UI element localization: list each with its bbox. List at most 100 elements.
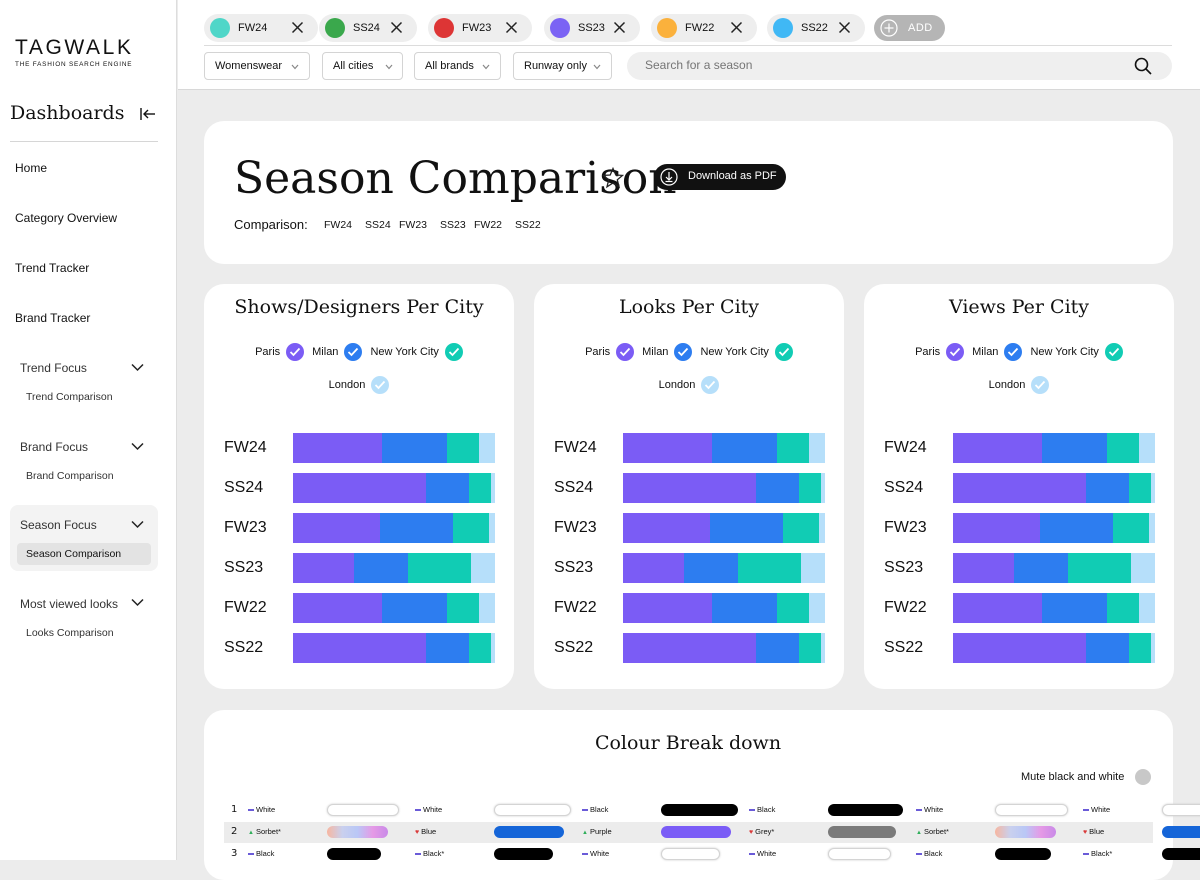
- mute-black-white-toggle[interactable]: [1135, 769, 1151, 785]
- close-icon[interactable]: [730, 21, 743, 34]
- bar-segment-london[interactable]: [820, 473, 825, 503]
- stacked-bar[interactable]: [293, 553, 495, 583]
- checkmark-icon[interactable]: [286, 343, 305, 361]
- season-chip-ss24[interactable]: SS24: [319, 14, 417, 42]
- bar-segment-milan[interactable]: [756, 473, 799, 503]
- bar-segment-paris[interactable]: [953, 433, 1042, 463]
- bar-segment-paris[interactable]: [953, 513, 1040, 543]
- bar-segment-paris[interactable]: [623, 473, 757, 503]
- colour-cell[interactable]: ▲ Purple: [582, 822, 749, 843]
- bar-segment-london[interactable]: [818, 513, 825, 543]
- colour-cell[interactable]: ♥ Grey*: [749, 822, 916, 843]
- runway-filter-dropdown[interactable]: Runway only: [513, 52, 612, 80]
- bar-segment-new-york-city[interactable]: [1128, 473, 1151, 503]
- colour-cell[interactable]: Black: [582, 800, 749, 821]
- favorite-star-icon[interactable]: [602, 167, 624, 189]
- bar-segment-london[interactable]: [488, 513, 495, 543]
- bar-segment-new-york-city[interactable]: [1068, 553, 1131, 583]
- bar-segment-london[interactable]: [490, 473, 495, 503]
- tagwalk-logo[interactable]: TAGWALK THE FASHION SEARCH ENGINE: [15, 36, 155, 68]
- bar-segment-milan[interactable]: [379, 513, 453, 543]
- bar-segment-new-york-city[interactable]: [1106, 593, 1139, 623]
- legend-item-new-york-city[interactable]: New York City: [1030, 343, 1123, 361]
- bar-segment-london[interactable]: [1138, 433, 1155, 463]
- sidebar-item-brand-comparison[interactable]: Brand Comparison: [26, 470, 114, 482]
- close-icon[interactable]: [838, 21, 851, 34]
- bar-segment-london[interactable]: [808, 593, 825, 623]
- checkmark-icon[interactable]: [674, 343, 693, 361]
- bar-segment-paris[interactable]: [623, 593, 712, 623]
- bar-segment-new-york-city[interactable]: [468, 633, 491, 663]
- bar-segment-paris[interactable]: [623, 553, 684, 583]
- bar-segment-milan[interactable]: [426, 473, 469, 503]
- legend-item-london[interactable]: London: [989, 376, 1050, 394]
- sidebar-group-most-viewed-looks[interactable]: Most viewed looks: [20, 597, 119, 611]
- checkmark-icon[interactable]: [444, 343, 463, 361]
- season-chip-fw23[interactable]: FW23: [428, 14, 532, 42]
- colour-cell[interactable]: ▲ Sorbet*: [916, 822, 1083, 843]
- sidebar-item-trend-comparison[interactable]: Trend Comparison: [26, 391, 113, 403]
- bar-segment-paris[interactable]: [293, 633, 427, 663]
- colour-cell[interactable]: White: [916, 800, 1083, 821]
- bar-segment-london[interactable]: [478, 593, 495, 623]
- bar-segment-paris[interactable]: [953, 593, 1042, 623]
- bar-segment-milan[interactable]: [381, 593, 447, 623]
- legend-item-london[interactable]: London: [329, 376, 390, 394]
- bar-segment-london[interactable]: [820, 633, 825, 663]
- add-season-button[interactable]: ADD: [874, 15, 945, 41]
- legend-item-paris[interactable]: Paris: [585, 343, 635, 361]
- colour-cell[interactable]: White: [1083, 800, 1200, 821]
- season-search-bar[interactable]: [627, 52, 1172, 80]
- bar-segment-milan[interactable]: [709, 513, 783, 543]
- bar-segment-paris[interactable]: [953, 473, 1087, 503]
- season-search-input[interactable]: [645, 58, 1115, 72]
- bar-segment-milan[interactable]: [756, 633, 799, 663]
- bar-segment-london[interactable]: [490, 633, 495, 663]
- bar-segment-paris[interactable]: [953, 633, 1087, 663]
- chevron-down-icon[interactable]: [131, 520, 144, 529]
- stacked-bar[interactable]: [623, 633, 825, 663]
- bar-segment-london[interactable]: [1138, 593, 1155, 623]
- close-icon[interactable]: [613, 21, 626, 34]
- checkmark-icon[interactable]: [1031, 376, 1050, 394]
- bar-segment-milan[interactable]: [353, 553, 409, 583]
- sidebar-item-looks-comparison[interactable]: Looks Comparison: [26, 627, 114, 639]
- close-icon[interactable]: [291, 21, 304, 34]
- colour-cell[interactable]: White: [248, 800, 415, 821]
- bar-segment-paris[interactable]: [623, 433, 712, 463]
- sidebar-group-brand-focus[interactable]: Brand Focus: [20, 440, 89, 454]
- bar-segment-london[interactable]: [470, 553, 495, 583]
- checkmark-icon[interactable]: [616, 343, 635, 361]
- bar-segment-paris[interactable]: [623, 633, 757, 663]
- colour-cell[interactable]: White: [582, 844, 749, 865]
- bar-segment-paris[interactable]: [953, 553, 1014, 583]
- legend-item-new-york-city[interactable]: New York City: [370, 343, 463, 361]
- search-icon[interactable]: [1134, 57, 1152, 75]
- bar-segment-new-york-city[interactable]: [1112, 513, 1149, 543]
- season-chip-ss22[interactable]: SS22: [767, 14, 865, 42]
- legend-item-new-york-city[interactable]: New York City: [700, 343, 793, 361]
- collapse-sidebar-icon[interactable]: [139, 106, 157, 122]
- colour-cell[interactable]: Black*: [415, 844, 582, 865]
- sidebar-item-category-overview[interactable]: Category Overview: [15, 211, 118, 225]
- stacked-bar[interactable]: [293, 593, 495, 623]
- checkmark-icon[interactable]: [946, 343, 965, 361]
- stacked-bar[interactable]: [293, 633, 495, 663]
- bar-segment-paris[interactable]: [293, 513, 380, 543]
- bar-segment-new-york-city[interactable]: [776, 593, 809, 623]
- sidebar-group-season-focus[interactable]: Season Focus: [20, 518, 97, 532]
- bar-segment-paris[interactable]: [293, 473, 427, 503]
- bar-segment-london[interactable]: [1150, 473, 1155, 503]
- season-chip-ss23[interactable]: SS23: [544, 14, 640, 42]
- checkmark-icon[interactable]: [774, 343, 793, 361]
- gender-filter-dropdown[interactable]: Womenswear: [204, 52, 310, 80]
- close-icon[interactable]: [505, 21, 518, 34]
- stacked-bar[interactable]: [623, 553, 825, 583]
- sidebar-item-season-comparison[interactable]: Season Comparison: [26, 548, 122, 560]
- stacked-bar[interactable]: [623, 593, 825, 623]
- legend-item-milan[interactable]: Milan: [972, 343, 1023, 361]
- bar-segment-new-york-city[interactable]: [408, 553, 471, 583]
- legend-item-london[interactable]: London: [659, 376, 720, 394]
- bar-segment-paris[interactable]: [623, 513, 710, 543]
- checkmark-icon[interactable]: [1104, 343, 1123, 361]
